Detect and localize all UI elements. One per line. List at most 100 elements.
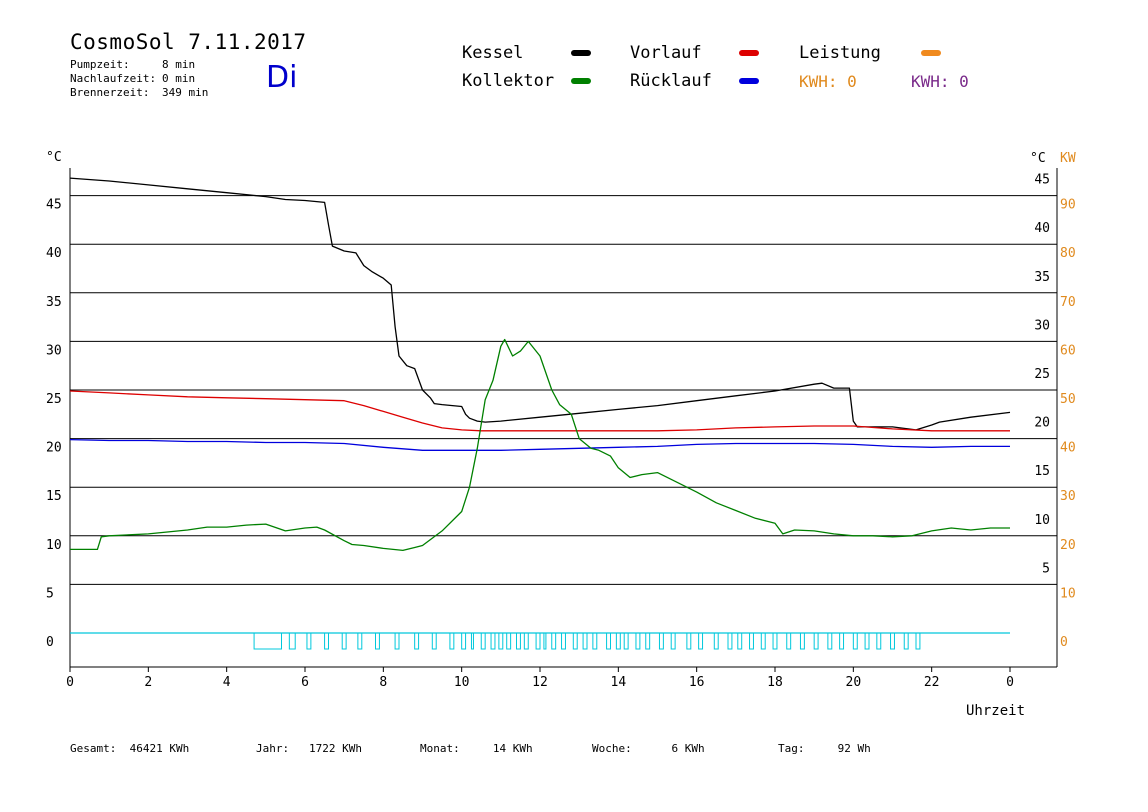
left-axis-unit: °C <box>46 150 62 165</box>
pump-bar <box>839 632 845 650</box>
kw-tick-label: 60 <box>1060 343 1076 358</box>
kwh-readout-2: KWH: 0 <box>911 72 969 91</box>
pump-bar <box>582 632 588 650</box>
info-label: Brennerzeit: <box>70 86 150 99</box>
kw-axis-unit: KW <box>1060 151 1076 166</box>
footer-value: 92 Wh <box>837 742 871 755</box>
info-row-brennerzeit: Brennerzeit: 349 min <box>70 86 209 100</box>
pump-bar <box>890 632 895 650</box>
kw-tick-label: 50 <box>1060 392 1076 407</box>
footer-monat: Monat: 14 KWh <box>420 742 533 755</box>
pump-bar <box>635 632 641 650</box>
y-tick-label-right: 20 <box>1034 416 1050 431</box>
legend-swatch-kessel <box>571 50 591 56</box>
kw-tick-label: 10 <box>1060 586 1076 601</box>
footer-value: 6 KWh <box>671 742 705 755</box>
y-tick-label-left: 25 <box>46 392 62 407</box>
pump-activity-bars <box>253 632 921 650</box>
series-line-rcklauf <box>69 438 1010 451</box>
footer-label: Gesamt: <box>70 742 117 755</box>
y-tick-label-right: 35 <box>1034 270 1050 285</box>
pump-bar <box>827 632 833 650</box>
pump-bar <box>799 632 805 650</box>
pump-bar <box>727 632 733 650</box>
pump-bar <box>506 632 512 650</box>
pump-bar <box>324 632 330 650</box>
footer-label: Jahr: <box>256 742 290 755</box>
footer-tag: Tag: 92 Wh <box>778 742 871 755</box>
pump-bar <box>470 632 474 650</box>
pump-bar <box>341 632 347 650</box>
pump-bar <box>561 632 566 650</box>
footer-label: Monat: <box>420 742 460 755</box>
chart-grid <box>70 195 1057 585</box>
pump-bar <box>449 632 455 650</box>
pump-bar <box>615 632 621 650</box>
pump-bar <box>551 632 557 650</box>
x-tick-label: 22 <box>924 675 940 690</box>
info-row-pumpzeit: Pumpzeit: 8 min <box>70 58 196 72</box>
info-value: 0 min <box>162 72 196 85</box>
info-row-nachlaufzeit: Nachlaufzeit: 0 min <box>70 72 196 86</box>
pump-bar <box>813 632 819 650</box>
pump-bar <box>288 632 296 650</box>
chart-axes <box>69 168 1058 668</box>
kwh-readout-1: KWH: 0 <box>799 72 857 91</box>
x-axis-label: Uhrzeit <box>966 703 1025 719</box>
pump-bar <box>461 632 467 650</box>
info-value: 8 min <box>162 58 196 71</box>
legend-swatch-vorlauf <box>739 50 759 56</box>
series-line-vorlauf <box>69 390 1010 432</box>
y-tick-label-left: 10 <box>46 538 62 553</box>
x-tick-label: 18 <box>767 675 783 690</box>
kw-tick-label: 0 <box>1060 635 1068 650</box>
footer-value: 14 KWh <box>492 742 533 755</box>
pump-bar <box>523 632 529 650</box>
pump-bar <box>490 632 496 650</box>
kw-tick-label: 20 <box>1060 538 1076 553</box>
y-tick-label-left: 20 <box>46 441 62 456</box>
x-tick-label: 2 <box>144 675 152 690</box>
footer-label: Tag: <box>778 742 805 755</box>
y-tick-label-right: 10 <box>1034 513 1050 528</box>
pump-bar <box>903 632 909 650</box>
pump-bar <box>592 632 598 650</box>
x-tick-label: 4 <box>223 675 231 690</box>
pump-bar <box>572 632 578 650</box>
kw-tick-label: 90 <box>1060 198 1076 213</box>
pump-bar <box>394 632 400 650</box>
x-tick-label: 6 <box>301 675 309 690</box>
pump-bar <box>623 632 629 650</box>
pump-bar <box>876 632 882 650</box>
kwh-value: 0 <box>847 72 857 91</box>
footer-value: 46421 KWh <box>129 742 190 755</box>
pump-bar <box>306 632 312 650</box>
y-tick-label-left: 5 <box>46 586 54 601</box>
legend-label-ruecklauf: Rücklauf <box>630 71 712 91</box>
footer-woche: Woche: 6 KWh <box>592 742 705 755</box>
pump-bar <box>686 632 692 650</box>
kw-tick-label: 80 <box>1060 246 1076 261</box>
footer-value: 1722 KWh <box>309 742 362 755</box>
footer-label: Woche: <box>592 742 632 755</box>
legend-swatch-leistung <box>921 50 941 56</box>
pump-bar <box>737 632 743 650</box>
kwh-label: KWH: <box>799 72 838 91</box>
x-tick-label: 0 <box>1006 675 1014 690</box>
legend-label-vorlauf: Vorlauf <box>630 43 702 63</box>
x-tick-label: 14 <box>611 675 627 690</box>
pump-bar <box>749 632 754 650</box>
y-tick-label-left: 45 <box>46 198 62 213</box>
chart-series <box>69 177 1011 634</box>
x-tick-label: 8 <box>379 675 387 690</box>
pump-bar <box>864 632 870 650</box>
legend-swatch-kollektor <box>571 78 591 84</box>
footer-gesamt: Gesamt: 46421 KWh <box>70 742 189 755</box>
pump-bar <box>670 632 676 650</box>
pump-bar <box>915 632 921 650</box>
info-value: 349 min <box>162 86 209 99</box>
pump-bar <box>852 632 858 650</box>
pump-bar <box>516 632 521 650</box>
page-title: CosmoSol 7.11.2017 <box>70 30 307 54</box>
